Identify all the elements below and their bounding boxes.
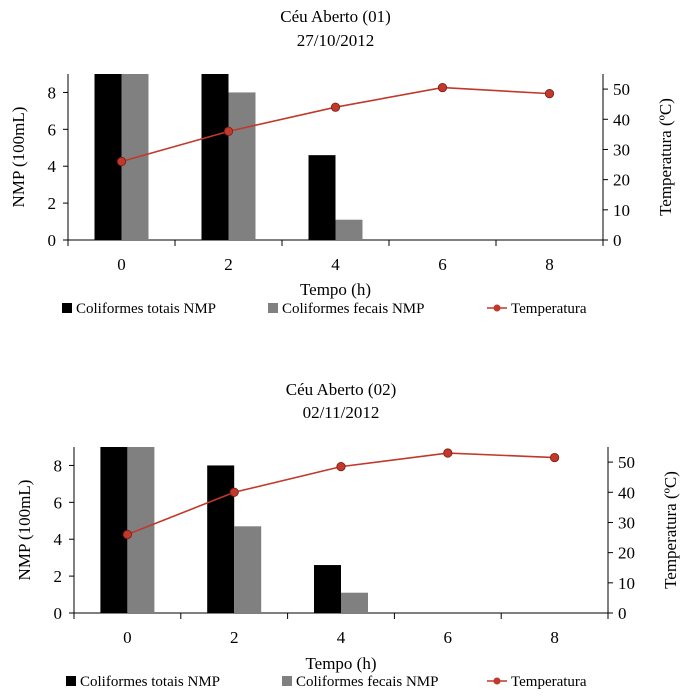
y2-tick-label: 30	[618, 513, 635, 532]
y-tick-label: 6	[48, 120, 57, 139]
temperature-point	[229, 487, 239, 497]
y2-axis-label: Temperatura (ºC)	[661, 471, 680, 589]
legend-label: Coliformes totais NMP	[76, 301, 216, 317]
y-axis-label: NMP (100mL)	[15, 480, 34, 581]
y2-tick-label: 40	[618, 483, 635, 502]
y2-tick-label: 20	[613, 171, 630, 190]
legend-swatch	[66, 676, 76, 686]
y-tick-label: 4	[54, 530, 63, 549]
bar-coliformes-totais	[308, 155, 336, 240]
y-tick-label: 2	[54, 567, 63, 586]
y-tick-label: 6	[54, 493, 63, 512]
y2-tick-label: 50	[618, 453, 635, 472]
bar-coliformes-totais	[100, 447, 128, 613]
legend-marker	[493, 304, 501, 312]
chart-title: Céu Aberto (01)	[280, 7, 390, 26]
y2-tick-label: 20	[618, 544, 635, 563]
temperature-point	[223, 126, 234, 136]
bar-coliformes-totais	[201, 74, 229, 240]
legend-label: Temperatura	[511, 674, 587, 690]
x-tick-label: 0	[117, 255, 126, 274]
y2-tick-label: 10	[618, 574, 635, 593]
bar-coliformes-totais	[94, 74, 122, 240]
temperature-line	[121, 86, 550, 163]
legend-label: Coliformes fecais NMP	[282, 301, 424, 317]
temperature-point	[330, 102, 341, 112]
bar-coliformes-fecais	[228, 92, 256, 240]
legend-swatch	[282, 676, 292, 686]
legend-label: Coliformes fecais NMP	[296, 674, 438, 690]
y-tick-label: 4	[48, 157, 57, 176]
bar-coliformes-totais	[207, 465, 235, 613]
temperature-point	[122, 529, 133, 540]
legend-marker	[493, 677, 501, 685]
x-axis-label: Tempo (h)	[300, 280, 371, 299]
chart-title: Céu Aberto (02)	[286, 380, 396, 399]
x-tick-label: 6	[438, 255, 447, 274]
y2-tick-label: 40	[613, 110, 630, 129]
temperature-point	[544, 89, 555, 99]
x-tick-label: 0	[123, 628, 132, 647]
legend-swatch	[62, 303, 72, 313]
x-tick-label: 8	[550, 628, 559, 647]
y2-tick-label: 0	[618, 604, 627, 623]
bar-coliformes-fecais	[335, 219, 363, 240]
legend-label: Coliformes totais NMP	[80, 674, 220, 690]
y2-tick-label: 0	[613, 231, 622, 250]
y-tick-label: 8	[48, 83, 57, 102]
y-tick-label: 0	[48, 231, 57, 250]
x-tick-label: 2	[230, 628, 239, 647]
legend-swatch	[268, 303, 278, 313]
y2-tick-label: 50	[613, 80, 630, 99]
legend-label: Temperatura	[511, 301, 587, 317]
chart-panel-2: Céu Aberto (02) 02/11/2012 0 2 4 6 8 0 10 20 30 40 5…	[0, 348, 686, 696]
y-axis-label: NMP (100mL)	[9, 107, 28, 208]
y2-axis-label: Temperatura (ºC)	[656, 98, 675, 216]
chart-2: Céu Aberto (02)02/11/2012024680102030405…	[15, 380, 680, 690]
temperature-point	[116, 156, 127, 167]
y-tick-label: 8	[54, 456, 63, 475]
temperature-point	[549, 452, 560, 463]
x-tick-label: 4	[337, 628, 346, 647]
x-tick-label: 2	[224, 255, 233, 274]
chart-1: Céu Aberto (01)27/10/2012024680102030405…	[9, 7, 675, 317]
chart-subtitle: 27/10/2012	[297, 31, 374, 50]
x-tick-label: 4	[331, 255, 340, 274]
temperature-point	[336, 462, 346, 472]
y2-tick-label: 30	[613, 140, 630, 159]
chart-panel-1: Céu Aberto (01) 27/10/2012 0 2 4 6 8 0 10 20 30 40 5…	[9, 7, 675, 317]
y2-tick-label: 10	[613, 201, 630, 220]
chart-subtitle: 02/11/2012	[303, 403, 380, 422]
bar-coliformes-fecais	[234, 526, 262, 613]
temperature-point	[443, 448, 453, 458]
y-tick-label: 2	[48, 194, 57, 213]
x-axis-label: Tempo (h)	[305, 654, 376, 673]
temperature-point	[437, 82, 448, 93]
bar-coliformes-totais	[314, 565, 341, 613]
bar-coliformes-fecais	[341, 592, 368, 613]
y-tick-label: 0	[54, 604, 63, 623]
x-tick-label: 8	[545, 255, 554, 274]
x-tick-label: 6	[444, 628, 453, 647]
